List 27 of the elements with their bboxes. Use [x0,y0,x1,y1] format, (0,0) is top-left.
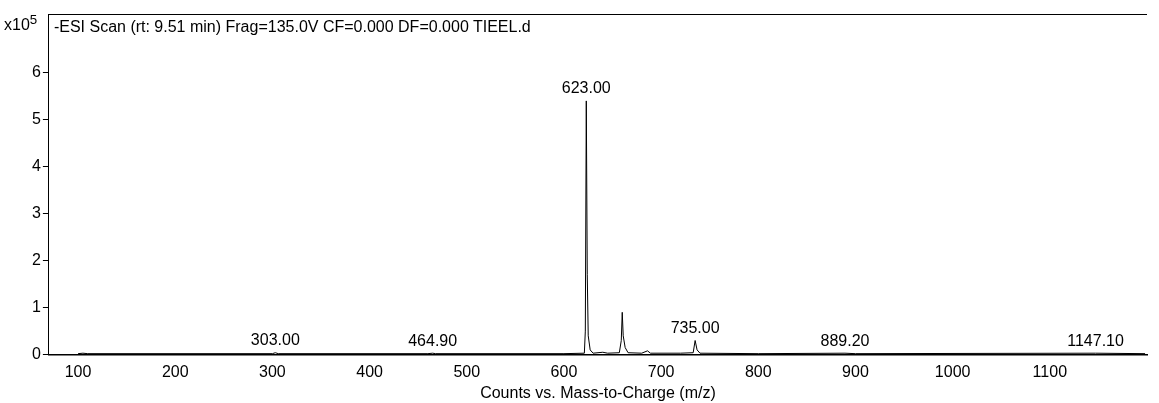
annotation: 889.20 [820,331,870,349]
x-tick-label: 100 [64,362,92,380]
y-tick-label: 2 [31,251,41,269]
x-tick-label: 800 [744,362,772,380]
y-tick-label: 1 [31,298,41,316]
y-axis-title: x10$^{5}$ [4,12,38,35]
x-tick-label: 1100 [1032,362,1068,380]
y-tick-label: 4 [31,157,41,175]
x-axis-title: Counts vs. Mass-to-Charge (m/z) [480,383,716,401]
x-tick-label: 900 [842,362,869,380]
y-tick-label: 5 [31,110,41,128]
annotation: 1147.10 [1067,331,1125,349]
x-tick-label: 300 [259,362,286,380]
y-tick-label: 3 [31,204,41,222]
x-tick-label: 1000 [934,362,971,380]
x-tick-label: 700 [647,362,675,380]
chart-title: -ESI Scan (rt: 9.51 min) Frag=135.0V CF=0.000 DF=0.000 TIEEL.d [53,18,531,36]
x-tick-label: 500 [453,362,481,380]
y-tick-label: 0 [31,345,41,363]
annotation: 623.00 [561,79,611,97]
y-tick-label: 6 [31,63,41,81]
annotation: 303.00 [250,331,300,349]
x-tick-label: 200 [161,362,189,380]
annotation: 735.00 [670,318,720,336]
annotation: 464.90 [408,331,458,349]
x-tick-label: 600 [550,362,578,380]
x-tick-label: 400 [356,362,384,380]
